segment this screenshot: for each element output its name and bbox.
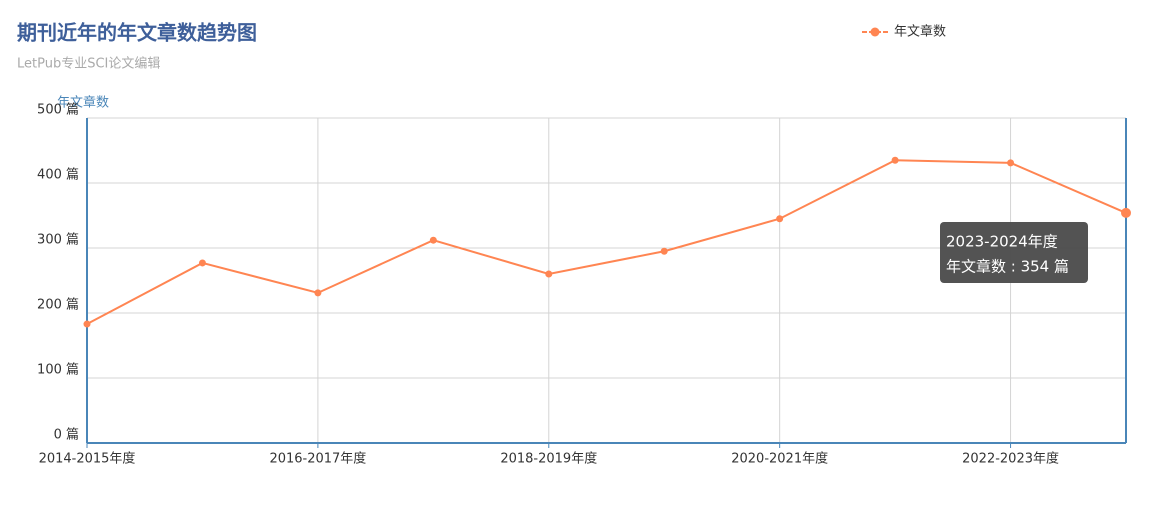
series-line bbox=[86, 159, 1127, 325]
legend-marker bbox=[870, 27, 880, 37]
data-point bbox=[198, 259, 206, 267]
y-tick-label: 200 篇 bbox=[37, 298, 79, 313]
y-axis-title: 年文章数 bbox=[57, 95, 109, 111]
data-point bbox=[1121, 207, 1131, 218]
y-tick-label: 400 篇 bbox=[37, 168, 79, 183]
chart-subtitle: LetPub专业SCI论文编辑 bbox=[17, 57, 160, 72]
data-point bbox=[776, 215, 784, 223]
y-tick-label: 500 篇 bbox=[37, 103, 79, 118]
y-tick-label: 100 篇 bbox=[37, 363, 79, 378]
y-tick-label: 300 篇 bbox=[37, 233, 79, 248]
tooltip-title: 2023-2024年度 bbox=[946, 233, 1058, 251]
legend-label: 年文章数 bbox=[894, 24, 946, 40]
data-point bbox=[1007, 159, 1015, 167]
x-tick-label: 2016-2017年度 bbox=[269, 451, 366, 467]
chart-title: 期刊近年的年文章数趋势图 bbox=[17, 21, 257, 45]
y-tick-label: 0 篇 bbox=[54, 428, 79, 443]
data-point bbox=[314, 289, 322, 297]
x-tick-label: 2014-2015年度 bbox=[39, 451, 136, 467]
data-point bbox=[545, 270, 553, 278]
x-tick-label: 2020-2021年度 bbox=[731, 451, 828, 467]
tooltip-text: 年文章数 : 354 篇 bbox=[946, 258, 1069, 276]
data-point bbox=[83, 320, 91, 328]
tooltip-box bbox=[940, 222, 1088, 283]
data-point bbox=[891, 156, 899, 164]
legend-item: 年文章数 bbox=[862, 24, 946, 40]
data-point bbox=[660, 247, 668, 255]
data-point bbox=[429, 236, 437, 244]
x-tick-label: 2018-2019年度 bbox=[500, 451, 597, 467]
x-tick-label: 2022-2023年度 bbox=[962, 451, 1059, 467]
